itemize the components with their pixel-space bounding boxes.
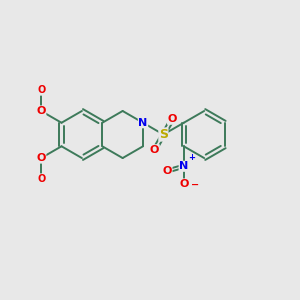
Text: N: N xyxy=(138,118,148,128)
Text: S: S xyxy=(159,128,168,141)
Text: N: N xyxy=(179,161,188,171)
Text: O: O xyxy=(37,174,45,184)
Text: −: − xyxy=(191,180,199,190)
Text: O: O xyxy=(163,166,172,176)
Text: O: O xyxy=(37,85,45,95)
Text: O: O xyxy=(36,153,46,163)
Text: +: + xyxy=(188,153,195,162)
Text: O: O xyxy=(150,145,159,155)
Text: O: O xyxy=(167,114,177,124)
Text: O: O xyxy=(36,106,46,116)
Text: O: O xyxy=(179,179,188,189)
